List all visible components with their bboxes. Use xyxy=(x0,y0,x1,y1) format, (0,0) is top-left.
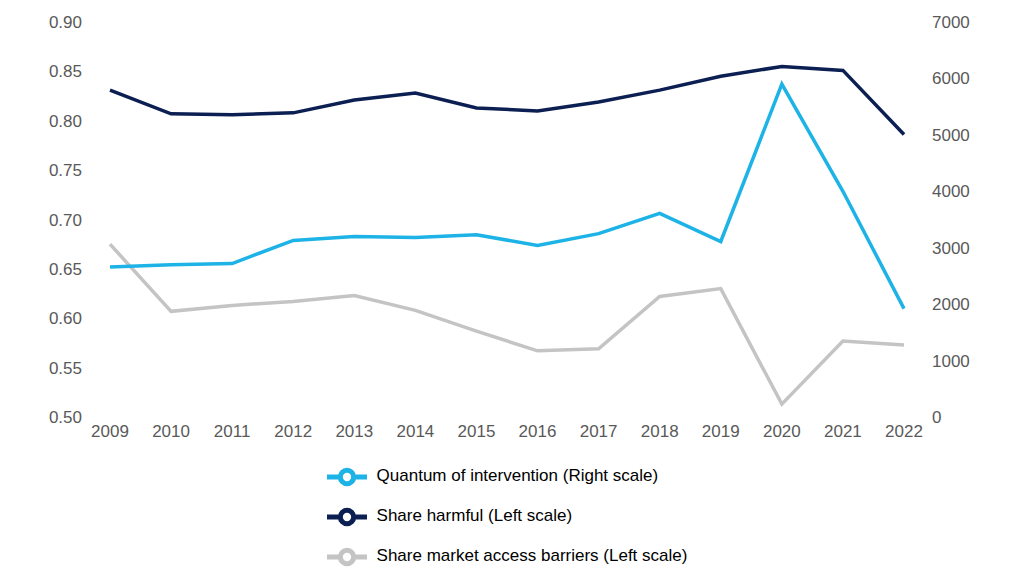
svg-text:2018: 2018 xyxy=(641,422,679,441)
svg-text:2010: 2010 xyxy=(152,422,190,441)
svg-text:0.55: 0.55 xyxy=(49,359,82,378)
svg-text:3000: 3000 xyxy=(932,239,970,258)
svg-text:2014: 2014 xyxy=(396,422,434,441)
svg-text:2011: 2011 xyxy=(214,422,251,441)
svg-text:2009: 2009 xyxy=(91,422,129,441)
svg-text:2000: 2000 xyxy=(932,295,970,314)
html-text:Quantum of intervention (Right: Quantum of intervention (Right scale) xyxy=(376,466,659,486)
html-text:Share harmful (Left scale): Share harmful (Left scale) xyxy=(376,506,573,526)
svg-text:6000: 6000 xyxy=(932,69,970,88)
svg-text:2015: 2015 xyxy=(458,422,496,441)
svg-text:0.75: 0.75 xyxy=(49,161,82,180)
svg-text:0.90: 0.90 xyxy=(49,13,82,32)
svg-text:7000: 7000 xyxy=(932,13,970,32)
svg-text:2021: 2021 xyxy=(824,422,862,441)
svg-text:2016: 2016 xyxy=(519,422,557,441)
svg-text:4000: 4000 xyxy=(932,182,970,201)
svg-text:2017: 2017 xyxy=(580,422,618,441)
svg-text:2012: 2012 xyxy=(274,422,312,441)
svg-text:0.60: 0.60 xyxy=(49,309,82,328)
svg-text:2013: 2013 xyxy=(335,422,373,441)
svg-text:5000: 5000 xyxy=(932,126,970,145)
svg-text:0.85: 0.85 xyxy=(49,62,82,81)
svg-text:0.65: 0.65 xyxy=(49,260,82,279)
svg-text:2022: 2022 xyxy=(885,422,923,441)
svg-text:2019: 2019 xyxy=(702,422,740,441)
svg-text:0.70: 0.70 xyxy=(49,211,82,230)
svg-text:0.80: 0.80 xyxy=(49,112,82,131)
svg-text:0.50: 0.50 xyxy=(49,408,82,427)
svg-text:1000: 1000 xyxy=(932,352,970,371)
svg-text:0: 0 xyxy=(932,408,941,427)
html-text:Share market access barriers (: Share market access barriers (Left scale… xyxy=(376,546,688,566)
svg-text:2020: 2020 xyxy=(763,422,801,441)
